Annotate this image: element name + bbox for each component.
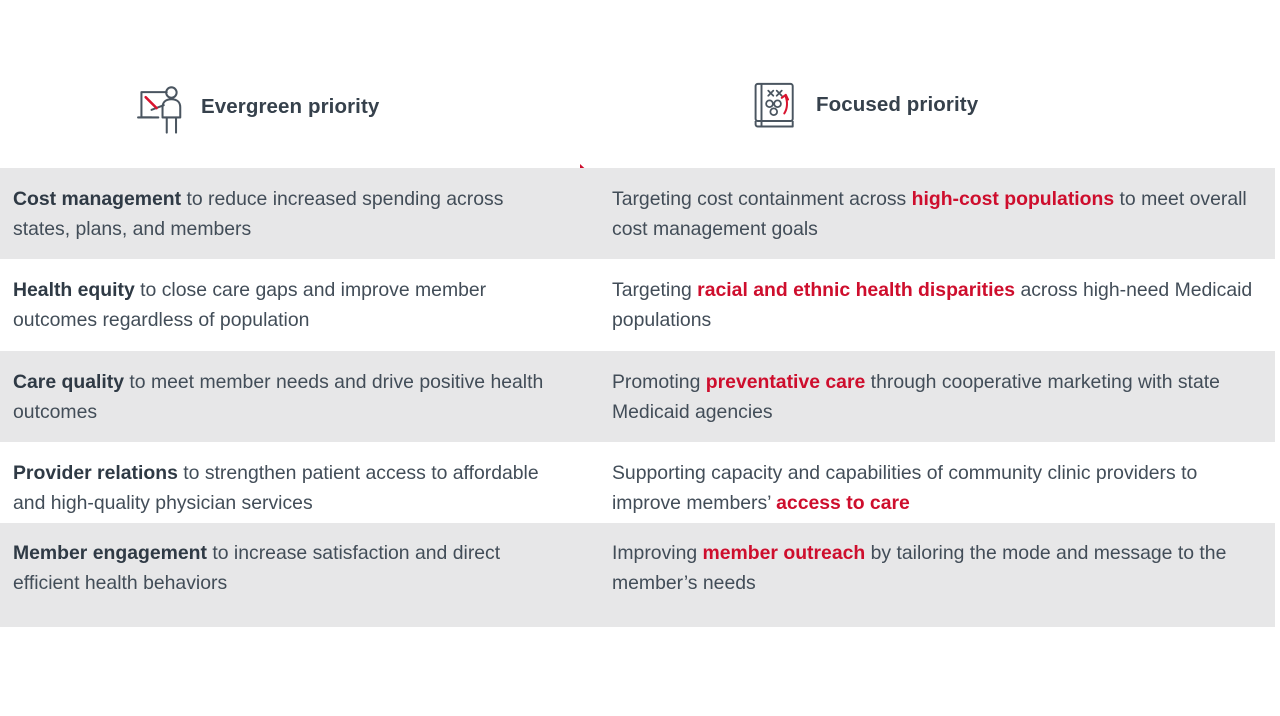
focused-pre-text: Improving <box>612 542 703 564</box>
focused-post-text: by tailoring the mode and message to the… <box>612 542 1227 594</box>
focused-highlight: member outreach <box>702 542 866 564</box>
evergreen-description: to strengthen patient access to affordab… <box>13 462 539 514</box>
focused-pre-text: Promoting <box>612 371 706 393</box>
evergreen-term: Cost management <box>13 188 182 210</box>
focused-post-text: through cooperative marketing with state… <box>612 371 1220 423</box>
evergreen-cell: Health equity to close care gaps and imp… <box>0 259 607 335</box>
focused-cell: Supporting capacity and capabilities of … <box>607 442 1275 518</box>
table-row: Cost management to reduce increased spen… <box>0 168 1275 259</box>
evergreen-description: to reduce increased spending across stat… <box>13 188 504 240</box>
priority-comparison-table: Cost management to reduce increased spen… <box>0 168 1280 627</box>
focused-cell: Targeting cost containment across high-c… <box>607 168 1275 244</box>
evergreen-cell: Provider relations to strengthen patient… <box>0 442 607 518</box>
table-row: Provider relations to strengthen patient… <box>0 442 1275 523</box>
evergreen-term: Provider relations <box>13 462 178 484</box>
evergreen-cell: Cost management to reduce increased spen… <box>0 168 607 244</box>
evergreen-cell: Care quality to meet member needs and dr… <box>0 351 607 427</box>
focused-cell: Targeting racial and ethnic health dispa… <box>607 259 1275 335</box>
evergreen-cell: Member engagement to increase satisfacti… <box>0 523 607 598</box>
focused-priority-header: Focused priority <box>748 78 978 132</box>
table-row: Care quality to meet member needs and dr… <box>0 351 1275 442</box>
evergreen-term: Member engagement <box>13 542 207 564</box>
evergreen-term: Health equity <box>13 279 135 301</box>
evergreen-description: to meet member needs and drive positive … <box>13 371 544 423</box>
evergreen-description: to increase satisfaction and direct effi… <box>13 542 501 594</box>
focused-pre-text: Targeting cost containment across <box>612 188 912 210</box>
focused-highlight: access to care <box>776 491 910 514</box>
presenter-flipchart-icon <box>137 86 182 134</box>
table-row: Member engagement to increase satisfacti… <box>0 523 1275 627</box>
evergreen-priority-header: Evergreen priority <box>133 78 379 136</box>
focused-cell: Promoting preventative care through coop… <box>607 351 1275 427</box>
evergreen-priority-label: Evergreen priority <box>201 95 380 118</box>
focused-highlight: racial and ethnic health disparities <box>697 279 1016 301</box>
focused-post-text: across high-need Medicaid populations <box>612 279 1253 331</box>
focused-cell: Improving member outreach by tailoring t… <box>607 523 1275 598</box>
focused-pre-text: Targeting <box>612 279 698 301</box>
evergreen-term: Care quality <box>13 371 124 393</box>
table-row: Health equity to close care gaps and imp… <box>0 259 1275 351</box>
focused-priority-label: Focused priority <box>816 93 979 116</box>
focused-highlight: high-cost populations <box>911 188 1115 210</box>
column-headers: Evergreen priority <box>0 78 1280 212</box>
focused-post-text: to meet overall cost management goals <box>612 188 1247 240</box>
playbook-strategy-icon <box>754 82 794 128</box>
evergreen-description: to close care gaps and improve member ou… <box>13 279 487 331</box>
focused-pre-text: Supporting capacity and capabilities of … <box>612 462 1198 514</box>
focused-highlight: preventative care <box>705 371 866 393</box>
